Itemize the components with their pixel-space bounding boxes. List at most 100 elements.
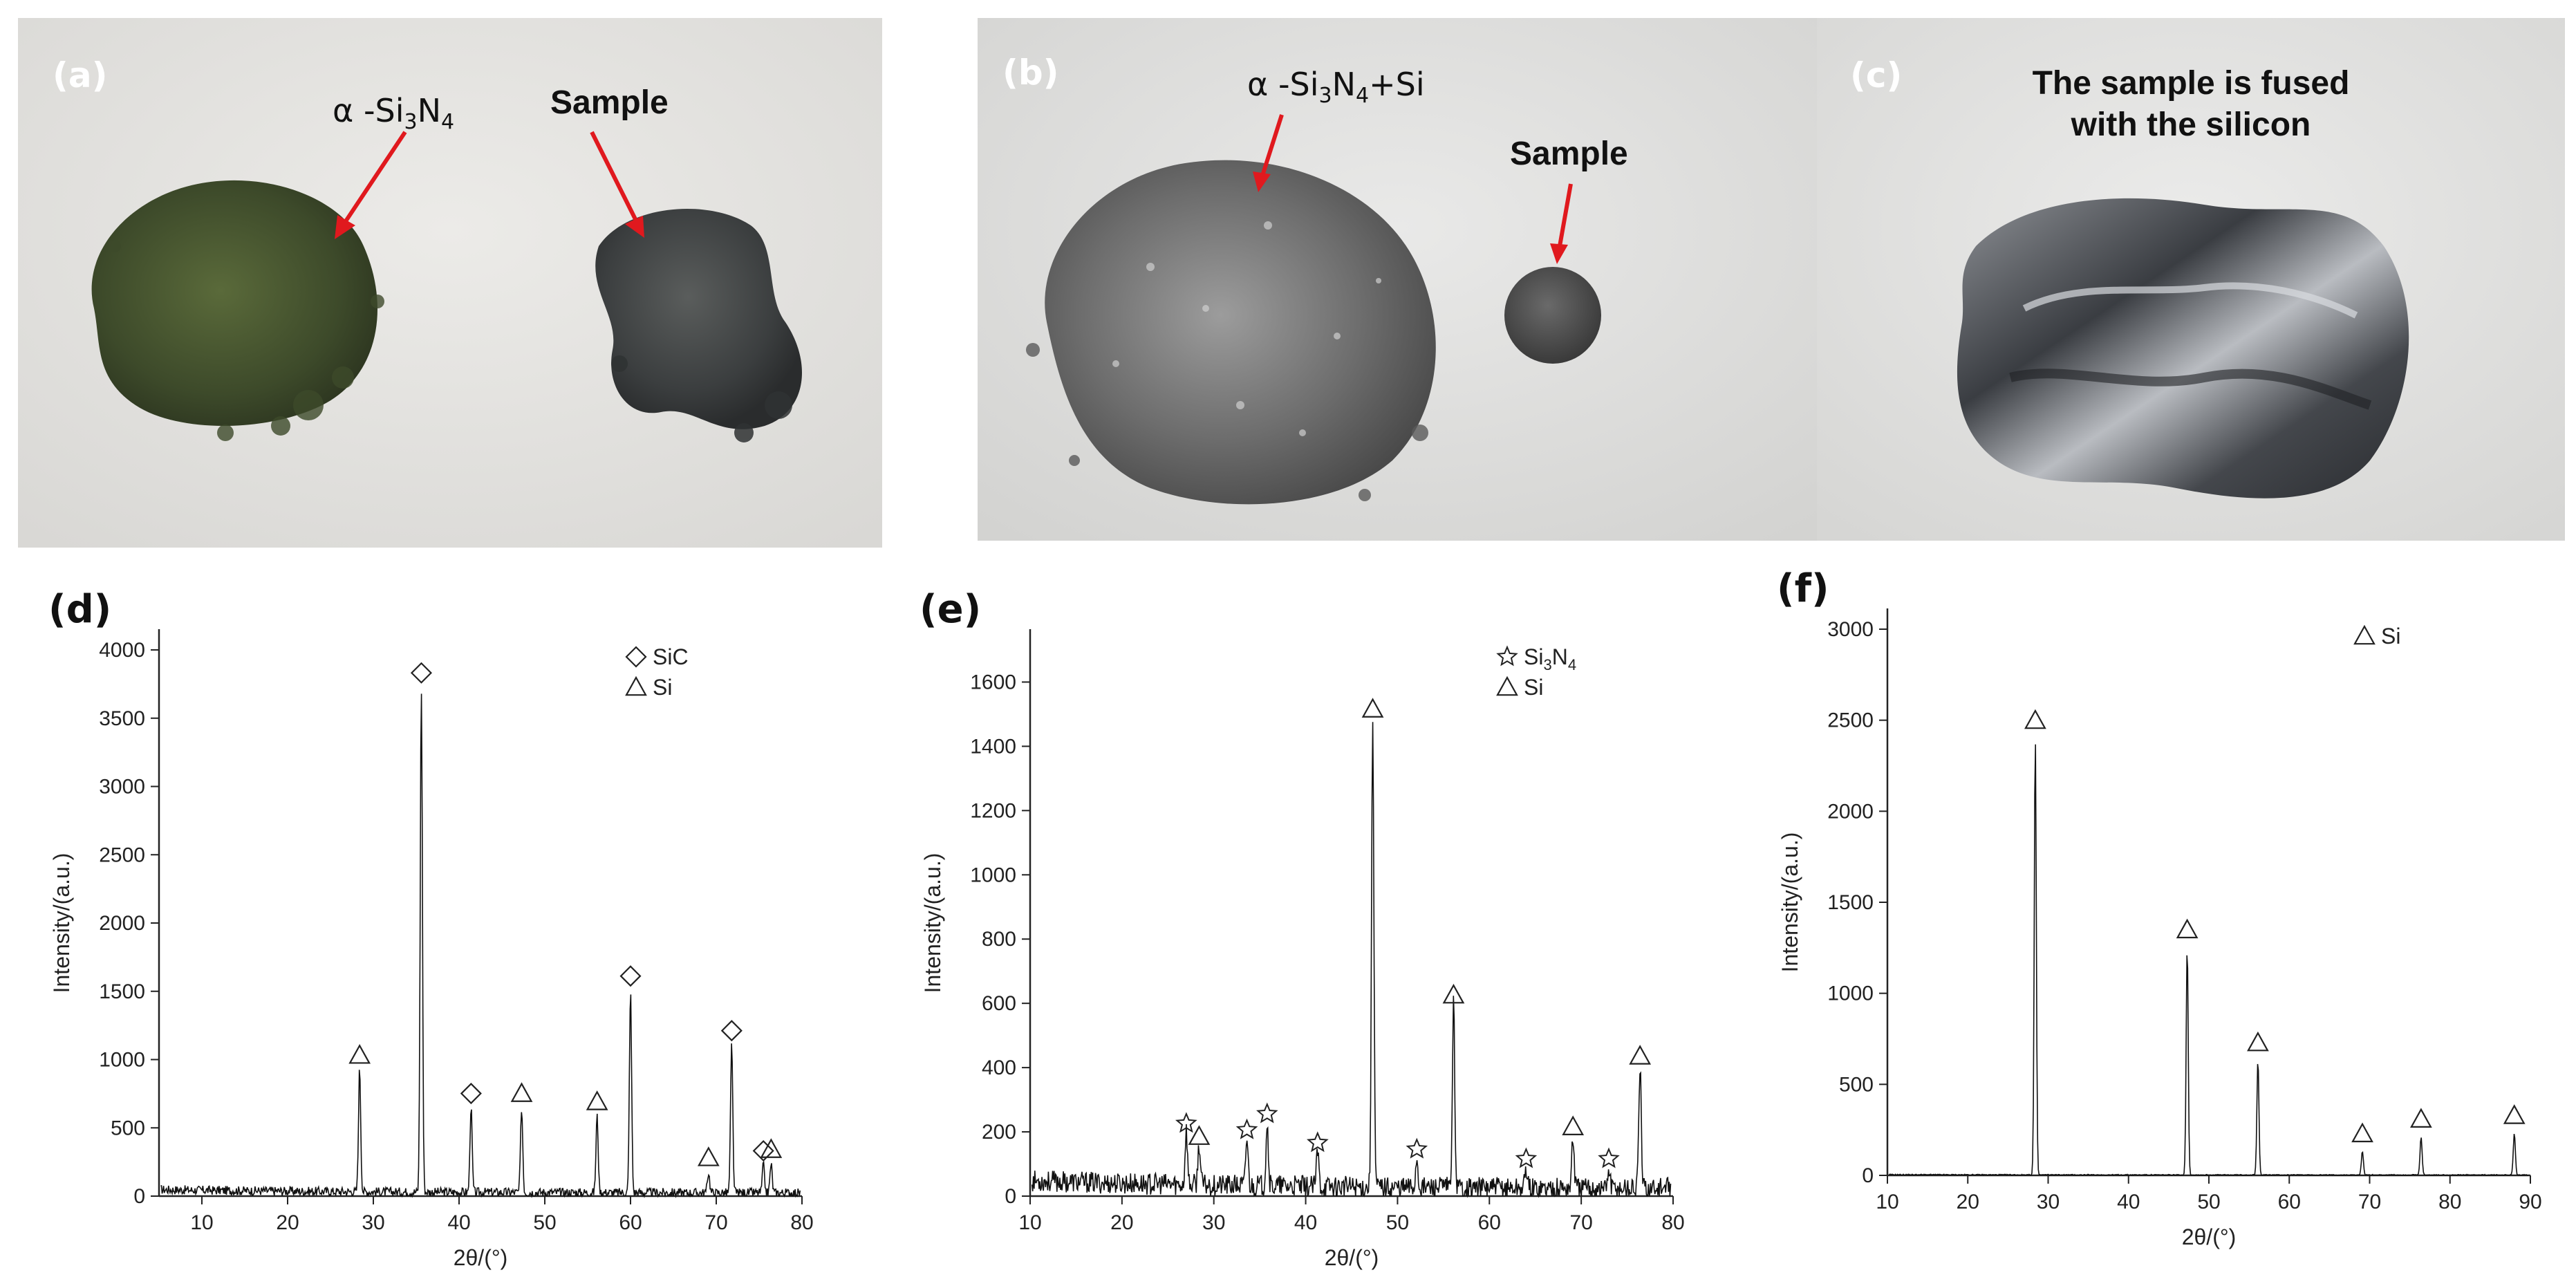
y-tick-label: 1000 xyxy=(970,864,1016,886)
arrow-to-sample-b xyxy=(1558,183,1573,247)
peak-marker-diamond xyxy=(410,662,432,684)
x-tick-label: 20 xyxy=(1110,1211,1133,1234)
x-tick-label: 60 xyxy=(1478,1211,1501,1234)
peak-marker-star xyxy=(1306,1131,1329,1153)
y-tick-label: 1200 xyxy=(970,799,1016,822)
caption-line1: The sample is fused xyxy=(2033,65,2350,102)
legend-marker-star xyxy=(1496,645,1518,667)
peak-marker-triangle xyxy=(2176,918,2199,939)
panel-label-c: (c) xyxy=(1850,55,1902,95)
y-tick-label: 1000 xyxy=(99,1049,145,1072)
y-tick-label: 200 xyxy=(982,1121,1016,1144)
x-axis-title: 2θ/(°) xyxy=(2182,1224,2237,1249)
peak-marker-triangle xyxy=(2024,709,2046,729)
y-tick-label: 500 xyxy=(111,1117,145,1139)
peak-marker-star xyxy=(1406,1137,1428,1159)
x-tick-label: 60 xyxy=(2278,1191,2301,1213)
x-tick-label: 10 xyxy=(1876,1191,1898,1213)
photo-a: (a) α -Si3N4 Sample xyxy=(18,18,882,548)
y-axis-title: Intensity/(a.u.) xyxy=(49,853,74,994)
peak-marker-diamond xyxy=(619,965,642,987)
y-axis-title: Intensity/(a.u.) xyxy=(1777,832,1802,973)
legend-label: Si xyxy=(653,675,672,700)
si3n4-powder-pile xyxy=(91,180,378,426)
peak-marker-triangle xyxy=(348,1043,371,1064)
panel-label: (d) xyxy=(48,587,111,632)
xrd-chart-d: (d) 10 20 30 40 50 60 70 80 0 500 1000 1500 2000 2500 3… xyxy=(48,587,814,1270)
y-tick-label: 1000 xyxy=(1827,982,1874,1005)
peak-marker-triangle xyxy=(2247,1031,2269,1052)
x-tick-label: 90 xyxy=(2519,1191,2541,1213)
peak-marker-triangle xyxy=(697,1146,720,1166)
y-tick-label: 3000 xyxy=(1827,618,1874,641)
fused-silicon-lump xyxy=(1957,198,2409,498)
arrow-to-si3n4 xyxy=(341,131,407,227)
sample-disc xyxy=(1504,267,1601,364)
x-tick-label: 80 xyxy=(790,1211,813,1234)
photo-b: (b) α -Si3N4+Si Sample xyxy=(978,18,1820,541)
panel-label: (f) xyxy=(1777,566,1829,611)
x-tick-label: 50 xyxy=(2197,1191,2220,1213)
peak-marker-triangle xyxy=(1188,1125,1211,1145)
legend-marker-triangle xyxy=(625,675,647,696)
peak-marker-triangle xyxy=(2351,1122,2373,1143)
x-tick-label: 60 xyxy=(619,1211,642,1234)
y-tick-label: 800 xyxy=(982,928,1016,951)
legend-marker-triangle xyxy=(2353,624,2376,645)
y-tick-label: 3000 xyxy=(99,776,145,799)
x-axis-title: 2θ/(°) xyxy=(1325,1245,1379,1270)
x-tick-label: 10 xyxy=(190,1211,213,1234)
x-tick-label: 30 xyxy=(1202,1211,1225,1234)
y-axis-title: Intensity/(a.u.) xyxy=(920,853,945,994)
x-axis-title: 2θ/(°) xyxy=(454,1245,508,1270)
y-tick-label: 1600 xyxy=(970,671,1016,693)
peak-marker-triangle xyxy=(510,1082,533,1102)
photo-b-canvas: (b) α -Si3N4+Si Sample xyxy=(978,18,1820,541)
peak-marker-triangle xyxy=(2410,1108,2432,1128)
x-tick-label: 40 xyxy=(2117,1191,2140,1213)
x-tick-label: 10 xyxy=(1018,1211,1041,1234)
peak-marker-diamond xyxy=(752,1139,774,1162)
y-tick-label: 4000 xyxy=(99,639,145,662)
caption-line2: with the silicon xyxy=(2071,106,2311,143)
peak-marker-star xyxy=(1175,1112,1197,1133)
xrd-trace xyxy=(1031,722,1672,1198)
mixed-granule-pile xyxy=(1045,160,1436,505)
y-tick-label: 1500 xyxy=(1827,891,1874,914)
label-si3n4: α -Si3N4 xyxy=(333,92,454,134)
peak-marker-star xyxy=(1598,1147,1620,1168)
label-sample-a: Sample xyxy=(550,84,669,121)
peak-marker-star xyxy=(1515,1147,1538,1168)
arrow-to-sample xyxy=(590,131,639,223)
x-tick-label: 20 xyxy=(276,1211,299,1234)
panel-label: (e) xyxy=(920,587,981,632)
x-tick-label: 50 xyxy=(533,1211,556,1234)
x-tick-label: 40 xyxy=(447,1211,470,1234)
y-tick-label: 2500 xyxy=(1827,709,1874,732)
legend-label: Si xyxy=(2381,624,2400,649)
peak-marker-diamond xyxy=(720,1020,743,1042)
peak-marker-triangle xyxy=(1562,1115,1585,1135)
x-tick-label: 70 xyxy=(2358,1191,2381,1213)
legend-marker-triangle xyxy=(1496,675,1518,696)
xrd-trace xyxy=(160,693,801,1199)
y-tick-label: 2000 xyxy=(99,912,145,935)
y-tick-label: 2500 xyxy=(99,844,145,866)
peak-marker-diamond xyxy=(460,1082,482,1105)
photo-c: (c) The sample is fused with the silicon xyxy=(1817,18,2565,541)
panel-label-a: (a) xyxy=(53,55,107,95)
x-tick-label: 70 xyxy=(704,1211,727,1234)
arrow-to-mix xyxy=(1260,114,1284,176)
y-tick-label: 0 xyxy=(1862,1164,1874,1187)
x-tick-label: 70 xyxy=(1569,1211,1592,1234)
x-tick-label: 50 xyxy=(1386,1211,1409,1234)
y-tick-label: 1400 xyxy=(970,735,1016,758)
panel-label-b: (b) xyxy=(1002,53,1059,93)
legend-label: SiC xyxy=(653,644,689,669)
peak-marker-triangle xyxy=(1442,983,1465,1004)
peak-marker-triangle xyxy=(2503,1104,2526,1124)
x-tick-label: 20 xyxy=(1957,1191,1979,1213)
legend-label: Si xyxy=(1524,675,1543,700)
y-tick-label: 400 xyxy=(982,1056,1016,1079)
x-tick-label: 80 xyxy=(1661,1211,1684,1234)
